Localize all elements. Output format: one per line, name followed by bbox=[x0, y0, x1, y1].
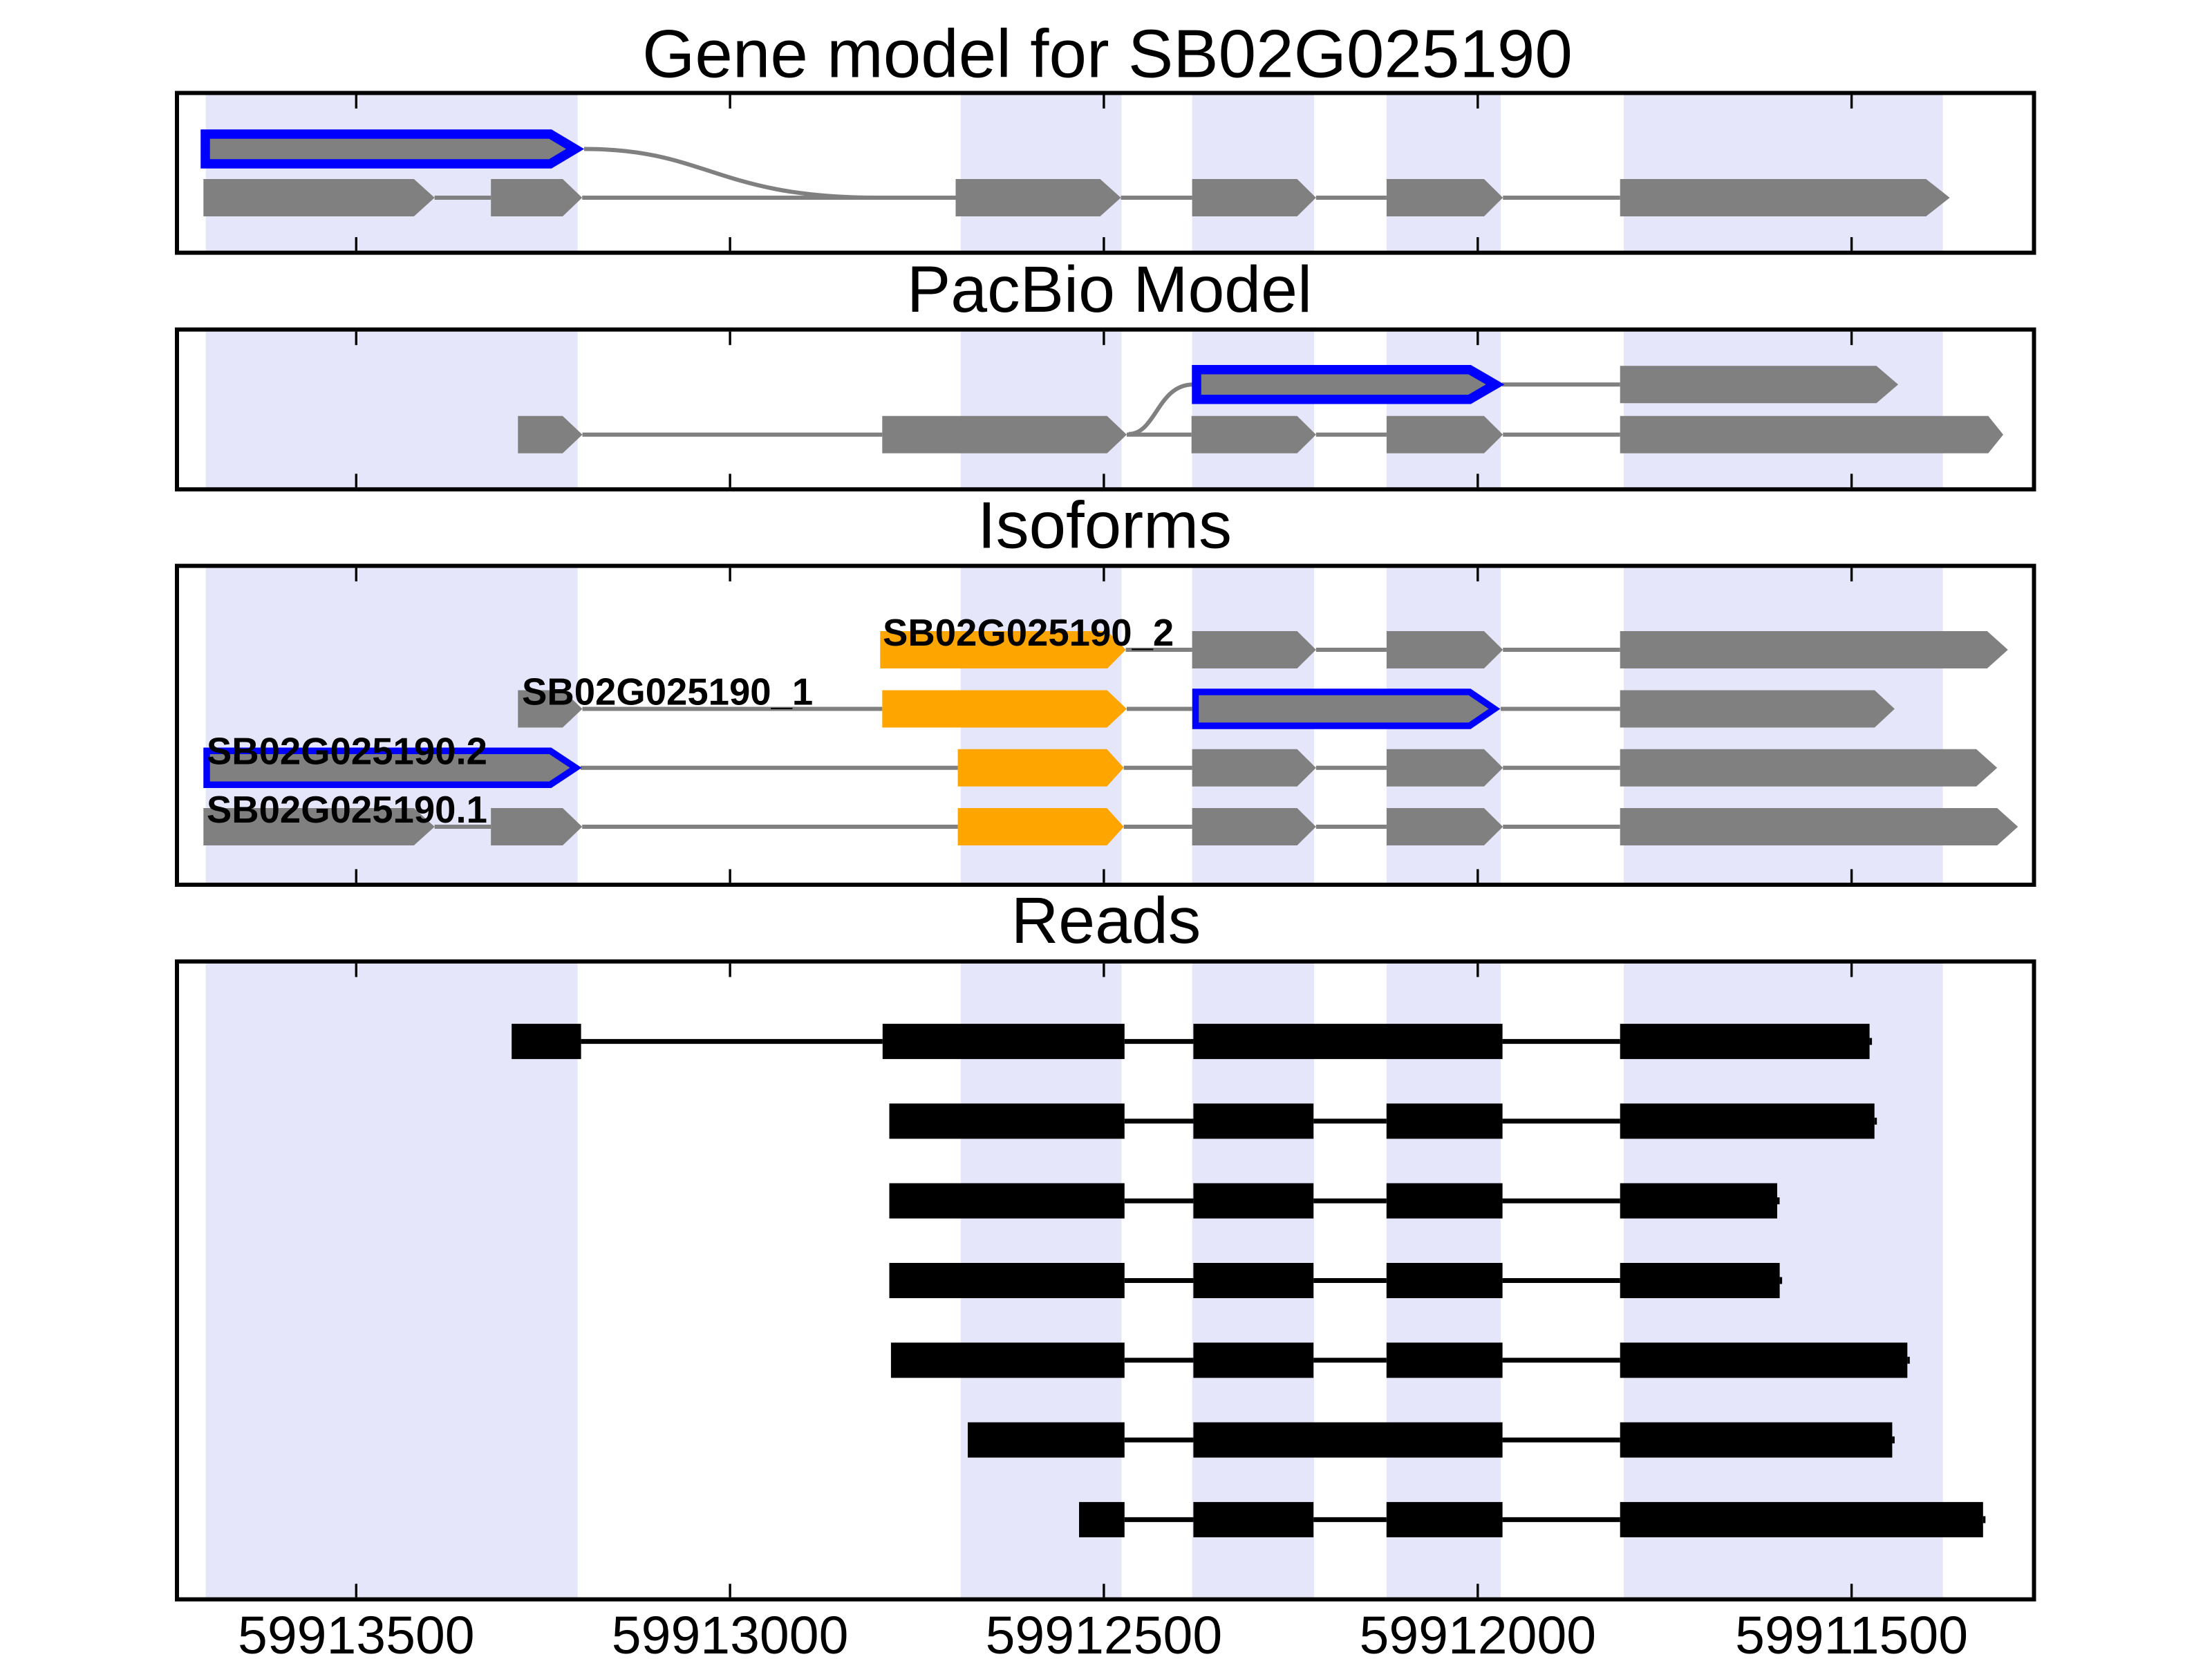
svg-text:Gene model for SB02G025190: Gene model for SB02G025190 bbox=[642, 15, 1573, 91]
svg-text:59912500: 59912500 bbox=[986, 1606, 1223, 1659]
svg-text:59913500: 59913500 bbox=[238, 1606, 475, 1659]
svg-text:SB02G025190_1: SB02G025190_1 bbox=[522, 671, 813, 713]
svg-text:Isoforms: Isoforms bbox=[977, 489, 1232, 563]
svg-text:SB02G025190.1: SB02G025190.1 bbox=[207, 789, 487, 831]
svg-text:59911500: 59911500 bbox=[1735, 1606, 1968, 1659]
svg-text:Reads: Reads bbox=[1011, 884, 1201, 957]
svg-text:59913000: 59913000 bbox=[612, 1606, 849, 1659]
svg-text:SB02G025190_2: SB02G025190_2 bbox=[883, 612, 1174, 654]
svg-text:SB02G025190.2: SB02G025190.2 bbox=[207, 731, 487, 773]
svg-text:59912000: 59912000 bbox=[1360, 1606, 1597, 1659]
svg-text:PacBio Model: PacBio Model bbox=[907, 253, 1312, 326]
